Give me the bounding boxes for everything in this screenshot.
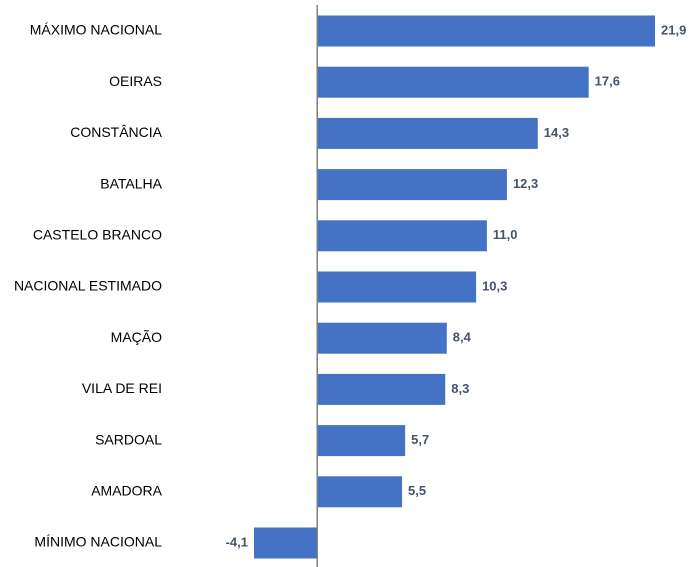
value-label: 8,4 <box>453 330 472 345</box>
bar <box>317 66 589 98</box>
bar <box>317 373 446 405</box>
value-label: 11,0 <box>493 227 518 242</box>
value-label: 12,3 <box>513 176 538 191</box>
bar <box>317 169 507 201</box>
category-label: MAÇÃO <box>111 329 162 345</box>
category-label: CASTELO BRANCO <box>33 227 162 243</box>
bar <box>317 322 447 354</box>
category-label: SARDOAL <box>95 431 162 447</box>
value-label: 5,7 <box>411 432 429 447</box>
bar <box>317 476 403 508</box>
category-label: OEIRAS <box>109 73 162 89</box>
category-label: MÁXIMO NACIONAL <box>30 22 162 38</box>
category-label: NACIONAL ESTIMADO <box>14 278 162 294</box>
bar <box>254 527 318 559</box>
value-label: 21,9 <box>661 22 686 37</box>
category-label: VILA DE REI <box>82 380 162 396</box>
category-label: MÍNIMO NACIONAL <box>34 534 162 550</box>
bar <box>317 15 655 47</box>
value-label: 14,3 <box>544 125 569 140</box>
value-label: -4,1 <box>226 534 248 549</box>
category-label: AMADORA <box>91 483 162 499</box>
value-label: 10,3 <box>482 278 507 293</box>
bar <box>317 220 487 252</box>
bar <box>317 117 538 149</box>
bar <box>317 271 477 303</box>
value-label: 5,5 <box>408 483 426 498</box>
category-label: CONSTÂNCIA <box>70 124 162 140</box>
category-label: BATALHA <box>100 175 162 191</box>
value-label: 8,3 <box>451 381 469 396</box>
bar <box>317 425 406 457</box>
value-label: 17,6 <box>595 74 620 89</box>
